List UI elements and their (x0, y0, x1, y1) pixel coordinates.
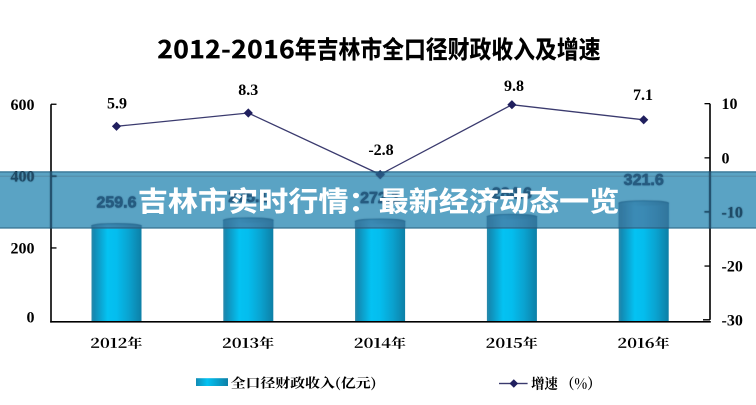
svg-text:-30: -30 (722, 312, 743, 329)
svg-text:10: 10 (722, 96, 738, 113)
svg-text:200: 200 (11, 241, 35, 258)
svg-text:600: 600 (11, 97, 35, 114)
svg-text:0: 0 (722, 150, 730, 167)
svg-text:0: 0 (27, 309, 35, 326)
svg-text:-20: -20 (722, 259, 743, 276)
svg-text:7.1: 7.1 (633, 87, 653, 104)
svg-text:9.8: 9.8 (504, 78, 524, 95)
svg-text:-2.8: -2.8 (368, 142, 393, 159)
svg-text:8.3: 8.3 (238, 82, 258, 99)
svg-text:5.9: 5.9 (107, 96, 127, 113)
